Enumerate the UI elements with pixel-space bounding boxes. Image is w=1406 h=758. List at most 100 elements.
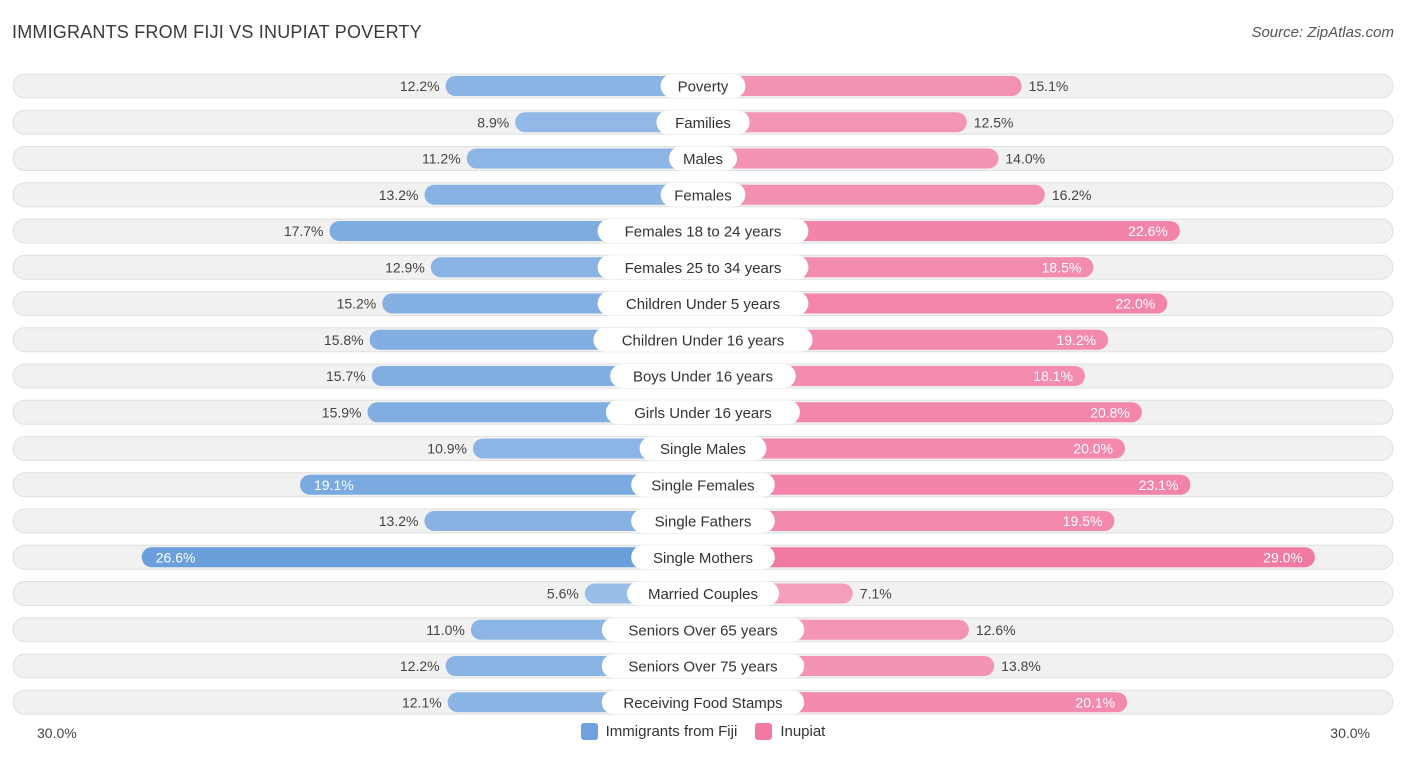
bar-fiji: [466, 148, 703, 169]
source-note: Source: ZipAtlas.com: [1251, 24, 1394, 41]
value-label-fiji: 17.7%: [284, 223, 324, 239]
bar-fiji: [445, 76, 703, 96]
bar-inupiat: [703, 148, 999, 169]
category-pill: [601, 617, 805, 642]
category-label: Seniors Over 65 years: [628, 622, 777, 639]
value-label-fiji: 15.8%: [324, 332, 364, 348]
value-label-fiji: 12.2%: [400, 658, 440, 674]
value-label-inupiat: 19.2%: [1056, 332, 1096, 348]
category-pill: [660, 74, 746, 98]
value-label-fiji: 12.2%: [400, 78, 440, 94]
value-label-fiji: 10.9%: [427, 441, 467, 457]
chart-row: 15.9% 20.8% Girls Under 16 years: [12, 399, 1394, 425]
bar-inupiat: [703, 184, 1045, 205]
category-label: Boys Under 16 years: [633, 369, 773, 386]
category-label: Receiving Food Stamps: [623, 695, 782, 712]
value-label-inupiat: 13.8%: [1001, 658, 1041, 674]
value-label-inupiat: 20.8%: [1090, 404, 1130, 420]
category-pill: [656, 110, 750, 135]
legend-item-inupiat[interactable]: Inupiat: [755, 723, 825, 740]
category-label: Females 18 to 24 years: [625, 224, 782, 241]
category-label: Married Couples: [648, 586, 758, 603]
chart-row: 17.7% 22.6% Females 18 to 24 years: [12, 218, 1394, 244]
bar-inupiat: [703, 76, 1022, 96]
legend-item-fiji[interactable]: Immigrants from Fiji: [580, 723, 738, 740]
category-label: Girls Under 16 years: [634, 405, 772, 422]
value-label-inupiat: 16.2%: [1052, 187, 1092, 203]
bar-inupiat: [703, 366, 1085, 386]
value-label-fiji: 8.9%: [477, 114, 509, 130]
category-label: Single Females: [651, 477, 754, 494]
value-label-fiji: 26.6%: [156, 549, 196, 565]
chart-row: 13.2% 19.5% Single Fathers: [12, 508, 1394, 534]
chart-row: 10.9% 20.0% Single Males: [12, 436, 1394, 461]
value-label-inupiat: 19.5%: [1063, 513, 1103, 529]
chart-title: IMMIGRANTS FROM FIJI VS INUPIAT POVERTY: [12, 22, 422, 42]
chart-row: 12.1% 20.1% Receiving Food Stamps: [12, 689, 1394, 715]
category-pill: [669, 146, 737, 171]
legend: Immigrants from Fiji Inupiat: [0, 723, 1406, 740]
chart-row: 11.2% 14.0% Males: [12, 146, 1394, 171]
value-label-fiji: 15.7%: [326, 368, 366, 384]
category-label: Children Under 5 years: [626, 296, 780, 313]
bar-fiji: [141, 547, 704, 568]
category-label: Females 25 to 34 years: [625, 260, 782, 277]
bar-inupiat: [703, 402, 1142, 423]
chart-row: 11.0% 12.6% Seniors Over 65 years: [12, 617, 1394, 643]
value-label-inupiat: 12.5%: [974, 114, 1014, 130]
value-label-inupiat: 18.1%: [1033, 368, 1073, 384]
chart-row: 12.9% 18.5% Females 25 to 34 years: [12, 254, 1394, 280]
value-label-fiji: 11.2%: [422, 151, 461, 167]
bar-inupiat: [703, 511, 1115, 531]
value-label-inupiat: 23.1%: [1139, 477, 1179, 493]
category-pill: [601, 690, 805, 715]
chart-row: 5.6% 7.1% Married Couples: [12, 581, 1394, 606]
bar-fiji: [424, 184, 703, 205]
value-label-inupiat: 20.1%: [1075, 694, 1115, 710]
value-label-inupiat: 12.6%: [976, 622, 1016, 638]
legend-swatch-fiji: [580, 723, 598, 740]
chart-row: 12.2% 15.1% Poverty: [12, 73, 1394, 99]
chart-row: 8.9% 12.5% Families: [12, 109, 1394, 135]
category-pill: [631, 509, 775, 533]
value-label-fiji: 11.0%: [426, 622, 465, 638]
bar-inupiat: [703, 293, 1168, 314]
axis-max-label: 30.0%: [1330, 725, 1370, 741]
category-label: Seniors Over 75 years: [628, 659, 777, 676]
value-label-inupiat: 22.6%: [1128, 223, 1168, 239]
category-label: Males: [683, 151, 723, 168]
category-pill: [639, 436, 767, 461]
category-label: Children Under 16 years: [622, 332, 785, 349]
axis-min-label: 30.0%: [37, 725, 77, 741]
legend-swatch-inupiat: [755, 723, 773, 740]
value-label-fiji: 19.1%: [314, 477, 354, 493]
chart-row: 26.6% 29.0% Single Mothers: [12, 544, 1394, 570]
legend-label-inupiat: Inupiat: [780, 723, 826, 740]
value-label-inupiat: 18.5%: [1042, 259, 1082, 275]
chart-row: 15.2% 22.0% Children Under 5 years: [12, 291, 1394, 316]
category-pill: [631, 545, 775, 570]
legend-label-fiji: Immigrants from Fiji: [605, 723, 738, 740]
chart-row: 15.8% 19.2% Children Under 16 years: [12, 327, 1394, 353]
value-label-inupiat: 20.0%: [1073, 441, 1113, 457]
chart-row: 19.1% 23.1% Single Females: [12, 472, 1394, 498]
value-label-fiji: 5.6%: [547, 586, 579, 602]
category-pill: [601, 654, 805, 678]
value-label-fiji: 12.9%: [385, 259, 425, 275]
bar-fiji: [299, 474, 703, 495]
chart-row: 15.7% 18.1% Boys Under 16 years: [12, 363, 1394, 389]
bar-inupiat: [703, 692, 1128, 713]
bar-inupiat: [703, 474, 1191, 495]
category-pill: [610, 364, 796, 388]
category-label: Single Males: [660, 441, 746, 458]
category-pill: [627, 581, 779, 606]
value-label-inupiat: 7.1%: [860, 586, 892, 602]
bar-inupiat: [703, 221, 1180, 241]
bar-inupiat: [703, 438, 1125, 459]
category-label: Families: [675, 115, 731, 132]
value-label-fiji: 12.1%: [402, 694, 442, 710]
category-pill: [660, 182, 746, 207]
value-label-fiji: 13.2%: [379, 513, 419, 529]
category-pill: [606, 400, 800, 425]
